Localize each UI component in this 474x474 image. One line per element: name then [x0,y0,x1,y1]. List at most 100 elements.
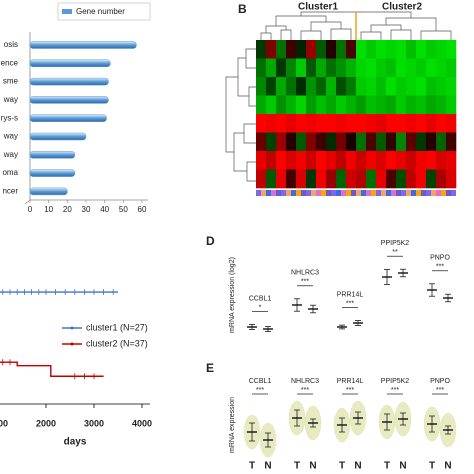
bar [29,96,109,104]
annotation-cell [301,190,306,196]
annotation-cell [411,190,416,196]
annotation-cell [311,190,316,196]
heatmap-cell [256,132,267,152]
annotation-cell [366,190,371,196]
y-tick-label: ence [1,58,19,67]
gene-label: PRR14L [337,291,364,298]
heatmap-cell [396,114,407,133]
bar [29,59,111,68]
annotation-cell [421,190,426,196]
annotation-cell [416,190,421,196]
y-tick-label: ncer [2,187,18,196]
heatmap-cell [426,77,437,96]
heatmap-cell [296,58,307,78]
annotation-cell [436,190,441,196]
sample-annotation [256,190,456,196]
heatmap-cell [286,95,297,115]
heatmap-cell [396,95,407,115]
heatmap-cell [266,169,277,189]
heatmap-cell [426,132,437,152]
heatmap-cell [446,114,457,133]
significance: * [259,304,262,311]
heatmap-cell [386,151,397,170]
heatmap-cell [406,151,417,170]
annotation-cell [286,190,291,196]
heatmap-cell [416,95,427,115]
x-tick-label: 50 [119,205,128,214]
heatmap-cell [436,132,447,152]
significance: *** [391,387,399,394]
annotation-cell [306,190,311,196]
annotation-cell [361,190,366,196]
heatmap-cell [416,40,427,59]
heatmap-cell [446,169,457,189]
heatmap-cell [416,114,427,133]
x-tick-label: N [444,461,451,472]
heatmap-cell [326,95,337,115]
annotation-cell [431,190,436,196]
heatmap-cell [376,77,387,96]
heatmap-cell [436,151,447,170]
heatmap-cell [256,40,267,59]
heatmap-cell [326,132,337,152]
y-tick-label: rys-s [1,113,18,122]
gene-label: PPIP5K2 [381,240,410,247]
annotation-cell [326,190,331,196]
heatmap-cell [446,77,457,96]
heatmap-cell [276,77,287,96]
heatmap-cell [286,132,297,152]
heatmap-cell [376,151,387,170]
heatmap-cell [286,151,297,170]
legend-label: cluster2 (N=37) [86,338,148,348]
annotation-cell [291,190,296,196]
annotation-cell [256,190,261,196]
heatmap-cell [336,95,347,115]
x-tick-label: 0 [28,205,33,214]
heatmap-cell [326,77,337,96]
heatmap-cell [286,114,297,133]
annotation-cell [396,190,401,196]
x-tick-label: T [429,461,435,472]
x-tick-label: T [339,461,345,472]
heatmap-cell [406,169,417,189]
heatmap-cell [386,77,397,96]
cluster-label: Cluster2 [382,2,422,13]
heatmap-cell [256,77,267,96]
x-tick-label: N [399,461,406,472]
heatmap-cell [316,169,327,189]
dendrogram [225,11,452,182]
y-tick-label: oma [2,168,18,177]
y-tick-label: osis [4,40,18,49]
x-tick-label: N [264,461,271,472]
annotation-cell [266,190,271,196]
heatmap-cell [266,77,277,96]
significance: *** [256,387,264,394]
heatmap-cell [416,169,427,189]
heatmap-cell [386,58,397,78]
legend-label: cluster1 (N=27) [86,322,148,332]
heatmap-cell [256,58,267,78]
x-tick-label: 10 [44,205,53,214]
panel-label: B [238,2,247,16]
heatmap-cell [306,169,317,189]
heatmap-cell [316,77,327,96]
annotation-cell [381,190,386,196]
x-tick-label: 40 [100,205,109,214]
annotation-cell [351,190,356,196]
significance: *** [436,387,444,394]
heatmap-cell [436,40,447,59]
heatmap-cell [356,40,367,59]
significance: ** [392,249,398,256]
gene-label: PRR14L [337,378,364,385]
gene-label: CCBL1 [249,295,272,302]
heatmap-cell [366,132,377,152]
heatmap-cell [376,58,387,78]
heatmap-cell [296,151,307,170]
heatmap-cell [386,132,397,152]
annotation-cell [356,190,361,196]
cluster-label: Cluster1 [298,2,338,13]
gene-label: NHLRC3 [291,270,319,277]
heatmap-cell [316,132,327,152]
heatmap-cell [446,95,457,115]
